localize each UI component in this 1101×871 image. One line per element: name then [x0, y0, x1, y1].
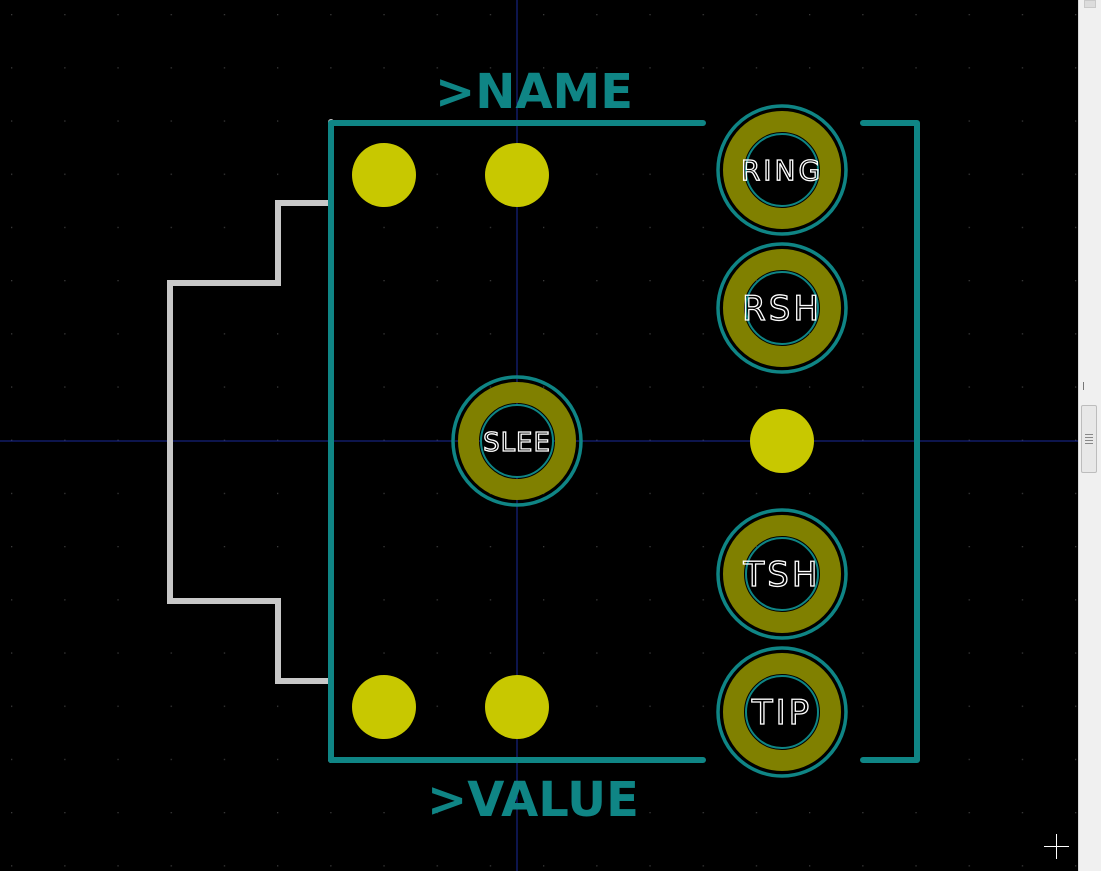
mounting-hole[interactable] — [352, 675, 416, 739]
pcb-canvas[interactable]: >NAME >VALUE RING RSH — [0, 0, 1078, 871]
pad-label: RSH — [742, 289, 822, 329]
pad-tsh[interactable]: TSH — [716, 508, 848, 640]
pad-ring[interactable]: RING — [716, 104, 848, 236]
grip-icon — [1085, 434, 1093, 444]
reference-designator[interactable]: >NAME — [435, 64, 633, 120]
crosshair-cursor-icon — [1044, 834, 1069, 859]
pad-label: TSH — [743, 555, 821, 595]
pad-sleeve[interactable]: SLEE — [451, 375, 583, 507]
pad-rsh[interactable]: RSH — [716, 242, 848, 374]
mounting-hole[interactable] — [485, 143, 549, 207]
scroll-track-mark — [1083, 382, 1084, 390]
mounting-hole[interactable] — [352, 143, 416, 207]
board-outline[interactable] — [167, 119, 334, 763]
scrollbar-thumb[interactable] — [1081, 405, 1097, 473]
vertical-scrollbar[interactable] — [1078, 0, 1101, 871]
pad-tip[interactable]: TIP — [716, 646, 848, 778]
pad-label: SLEE — [483, 428, 551, 458]
pad-label: TIP — [751, 693, 812, 733]
mounting-hole[interactable] — [750, 409, 814, 473]
pad-label: RING — [741, 154, 823, 187]
value-text[interactable]: >VALUE — [427, 772, 639, 828]
scroll-up-arrow-icon[interactable] — [1084, 0, 1096, 8]
mounting-hole[interactable] — [485, 675, 549, 739]
silkscreen-frame-left[interactable] — [328, 120, 706, 763]
silkscreen-frame-right[interactable] — [860, 120, 920, 763]
